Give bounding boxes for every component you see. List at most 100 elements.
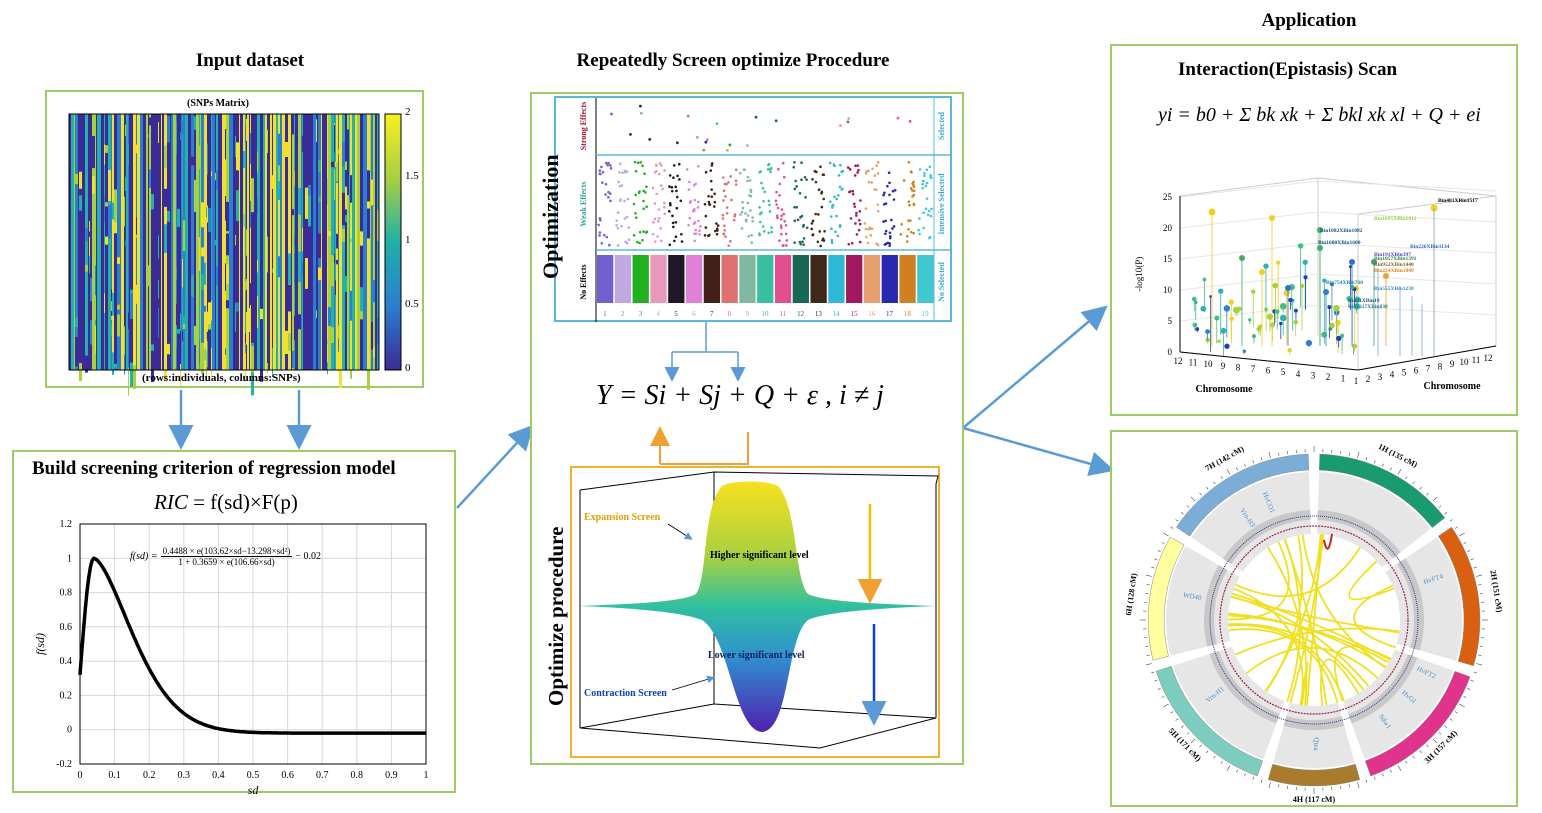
weak-effect-point	[609, 164, 612, 167]
no-effect-band	[650, 255, 667, 303]
weak-effect-point	[619, 198, 622, 201]
matrix-column	[146, 114, 148, 370]
matrix-column	[212, 114, 215, 370]
scan-grid	[1179, 304, 1319, 322]
weak-effect-point	[677, 162, 681, 166]
matrix-speckle	[111, 300, 112, 320]
y-tick-label: 1.2	[60, 519, 73, 530]
matrix-speckle	[292, 209, 294, 216]
weak-effect-point	[727, 181, 730, 184]
weak-effect-point	[816, 240, 820, 244]
matrix-speckle	[285, 330, 288, 355]
circos-tick	[1213, 755, 1216, 759]
weak-effect-point	[636, 161, 640, 165]
matrix-speckle	[90, 346, 92, 369]
chromosome-track	[1166, 546, 1240, 656]
matrix-column	[97, 114, 99, 370]
weak-effect-point	[607, 190, 610, 194]
selection-row-label: No Selected	[937, 262, 946, 302]
weak-effect-point	[670, 186, 674, 189]
scan-point	[1297, 243, 1304, 249]
weak-effect-point	[748, 179, 752, 182]
matrix-speckle	[191, 275, 194, 297]
chrom-tick-right: 2	[1366, 374, 1371, 384]
circos-tick	[1199, 744, 1202, 748]
weak-effect-point	[605, 235, 609, 239]
weak-effect-point	[761, 225, 765, 228]
signal-track	[1219, 525, 1409, 715]
strong-effect-point	[726, 148, 729, 152]
weak-effect-point	[668, 185, 671, 188]
x-tick-label: 0.7	[316, 770, 329, 781]
circos-tick	[1260, 779, 1263, 783]
scan-point	[1195, 327, 1200, 332]
x-tick-label: 0.6	[281, 770, 294, 781]
weak-effect-point	[679, 199, 683, 203]
weak-effect-point	[817, 188, 821, 191]
scan-point	[1354, 296, 1361, 303]
weak-effect-point	[693, 198, 697, 202]
matrix-column	[270, 114, 272, 370]
weak-effect-point	[763, 190, 766, 194]
matrix-speckle	[249, 270, 250, 287]
chromosome-label: 2H (151 cM)	[1488, 569, 1504, 613]
matrix-column	[191, 114, 194, 370]
weak-effect-point	[634, 169, 638, 173]
matrix-column	[370, 114, 371, 370]
fsd-curve	[78, 556, 426, 735]
matrix-speckle	[164, 348, 167, 382]
weak-effect-point	[770, 230, 773, 234]
curve-formula: f(sd) = 0.4488 × e(103.62×sd−13.298×sd²)…	[130, 546, 321, 567]
weak-effect-point	[645, 185, 648, 189]
matrix-speckle	[75, 234, 78, 261]
matrix-speckle	[225, 348, 226, 355]
weak-effect-point	[838, 185, 842, 189]
weak-effect-point	[714, 229, 717, 233]
matrix-column	[204, 114, 206, 370]
weak-effect-point	[680, 240, 684, 243]
matrix-column	[96, 114, 97, 370]
weak-effect-point	[699, 225, 702, 228]
circos-tick	[1268, 451, 1271, 458]
matrix-speckle	[236, 142, 239, 171]
matrix-speckle	[117, 314, 120, 337]
circos-tick	[1236, 769, 1238, 773]
scan-point	[1220, 327, 1227, 334]
z-tick-label: 20	[1163, 223, 1173, 233]
matrix-speckle	[124, 326, 125, 356]
circos-tick	[1348, 452, 1350, 456]
weak-effect-point	[746, 179, 749, 183]
matrix-speckle	[260, 321, 263, 354]
weak-effect-point	[828, 161, 832, 165]
weak-effect-point	[776, 206, 780, 210]
scan-point	[1349, 259, 1355, 265]
weak-effect-point	[715, 222, 718, 225]
x-tick-label: 0.9	[385, 770, 398, 781]
matrix-speckle	[149, 117, 151, 126]
strong-effect-point	[728, 143, 732, 147]
circos-tick	[1180, 512, 1184, 515]
weak-effect-point	[725, 206, 729, 209]
weak-effect-point	[672, 176, 675, 180]
weak-effect-point	[829, 215, 833, 218]
weak-effect-point	[671, 221, 675, 225]
chrom-tick-right: 3	[1378, 372, 1383, 382]
weak-effect-point	[671, 214, 674, 218]
matrix-speckle	[128, 367, 129, 396]
matrix-column	[268, 114, 270, 370]
matrix-column	[324, 114, 327, 370]
strong-effect-point	[745, 144, 749, 147]
weak-effect-point	[632, 234, 636, 237]
matrix-speckle	[182, 330, 183, 342]
matrix-speckle	[117, 285, 120, 317]
scan-grid	[1317, 211, 1497, 223]
weak-effect-point	[929, 176, 933, 180]
chromosome-number: 9	[745, 310, 749, 318]
chrom-tick-left: 8	[1236, 362, 1241, 372]
matrix-speckle	[345, 161, 347, 171]
circos-tick	[1206, 750, 1209, 754]
weak-effect-point	[741, 206, 745, 210]
x-tick-label: 0	[78, 770, 83, 781]
weak-effect-point	[616, 244, 620, 247]
weak-effect-point	[716, 224, 720, 227]
